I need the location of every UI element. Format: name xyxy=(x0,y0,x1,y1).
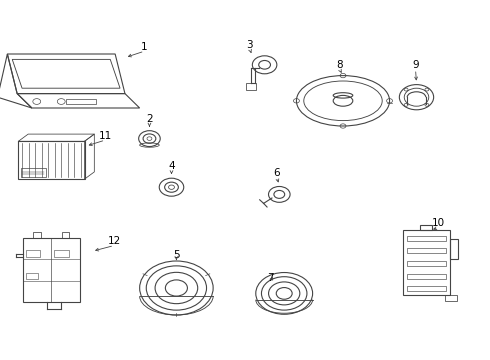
Bar xyxy=(18,141,84,179)
Text: 11: 11 xyxy=(98,131,112,141)
Bar xyxy=(21,168,46,177)
Bar xyxy=(62,232,70,238)
Bar xyxy=(407,236,446,241)
Bar xyxy=(407,274,446,279)
Text: 7: 7 xyxy=(267,273,274,283)
Text: 8: 8 xyxy=(336,60,343,70)
Text: 4: 4 xyxy=(168,161,175,171)
Bar xyxy=(450,239,459,259)
Bar xyxy=(407,286,446,291)
Text: 2: 2 xyxy=(146,114,153,124)
Bar xyxy=(246,83,256,90)
Bar xyxy=(407,248,446,253)
Text: 6: 6 xyxy=(273,168,280,178)
Text: 5: 5 xyxy=(173,250,180,260)
Bar xyxy=(403,230,450,295)
Text: 10: 10 xyxy=(432,218,445,228)
Bar xyxy=(33,232,41,238)
Bar xyxy=(66,99,96,104)
Text: 12: 12 xyxy=(107,236,121,246)
Text: 9: 9 xyxy=(412,60,419,70)
Bar xyxy=(25,250,40,257)
Bar xyxy=(420,225,432,230)
Bar xyxy=(54,250,69,257)
Bar xyxy=(407,261,446,266)
Bar xyxy=(444,295,457,301)
Bar xyxy=(25,273,38,279)
Text: 3: 3 xyxy=(246,40,253,50)
Text: 1: 1 xyxy=(141,42,148,52)
Bar xyxy=(23,238,79,302)
